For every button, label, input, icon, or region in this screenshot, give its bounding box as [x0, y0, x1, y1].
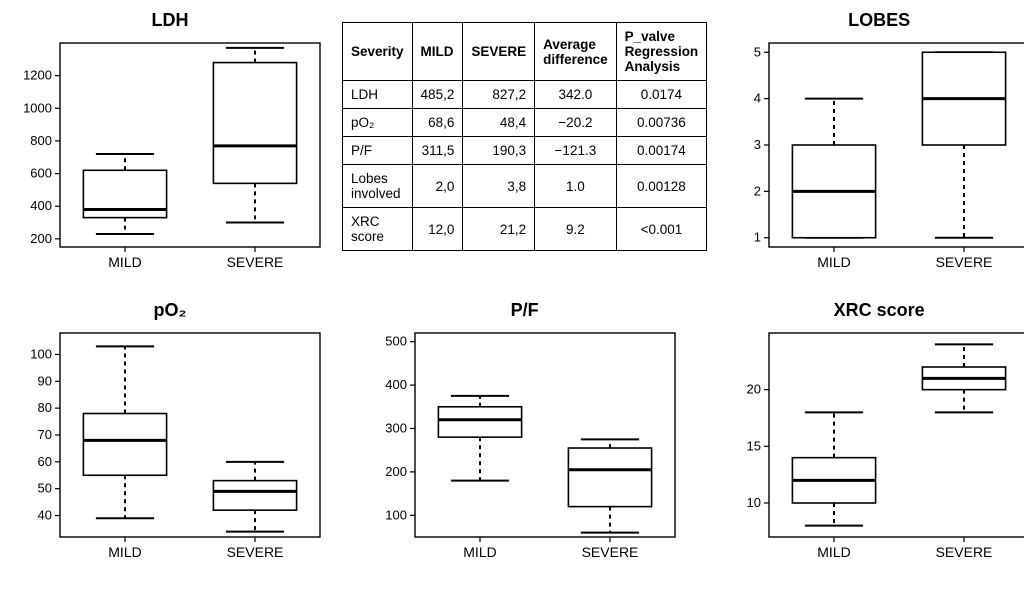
table-cell: <0.001 [616, 208, 707, 251]
svg-text:2: 2 [754, 183, 761, 198]
svg-text:500: 500 [385, 334, 407, 349]
po2-title: pO₂ [154, 300, 187, 321]
svg-text:MILD: MILD [817, 544, 850, 560]
col-severe: SEVERE [463, 23, 535, 81]
svg-text:MILD: MILD [108, 544, 141, 560]
svg-text:90: 90 [38, 373, 52, 388]
xrc-title: XRC score [834, 300, 925, 321]
table-cell: 9.2 [535, 208, 617, 251]
table-row: LDH485,2827,2342.00.0174 [343, 81, 707, 109]
svg-text:10: 10 [747, 495, 761, 510]
svg-text:200: 200 [385, 464, 407, 479]
col-severity: Severity [343, 23, 413, 81]
lobes-chart: 1 2 3 4 5 MILD SEVERE [719, 35, 1024, 275]
svg-text:1000: 1000 [23, 100, 52, 115]
pf-title: P/F [511, 300, 539, 321]
table-cell: 485,2 [412, 81, 463, 109]
pf-chart: 100 200 300 400 500 MILD SEVERE [365, 325, 685, 565]
table-row: P/F311,5190,3−121.30.00174 [343, 137, 707, 165]
svg-text:60: 60 [38, 454, 52, 469]
table-cell: 48,4 [463, 109, 535, 137]
table-cell: 0.00174 [616, 137, 707, 165]
svg-text:SEVERE: SEVERE [227, 544, 284, 560]
table-cell: 1.0 [535, 165, 617, 208]
table-header-row: Severity MILD SEVERE Average difference … [343, 23, 707, 81]
col-mild: MILD [412, 23, 463, 81]
table-row: XRC score12,021,29.2<0.001 [343, 208, 707, 251]
summary-table: Severity MILD SEVERE Average difference … [342, 22, 707, 251]
svg-text:1: 1 [754, 230, 761, 245]
ldh-title: LDH [152, 10, 189, 31]
svg-text:4: 4 [754, 91, 761, 106]
table-cell: 2,0 [412, 165, 463, 208]
ldh-chart: 200 400 600 800 1000 1200 MILD SEVERE [10, 35, 330, 275]
svg-text:70: 70 [38, 427, 52, 442]
table-cell: 827,2 [463, 81, 535, 109]
svg-text:MILD: MILD [108, 254, 141, 270]
table-cell: LDH [343, 81, 413, 109]
col-pvalue: P_valve Regression Analysis [616, 23, 707, 81]
svg-text:MILD: MILD [817, 254, 850, 270]
table-cell: −121.3 [535, 137, 617, 165]
table-cell: 21,2 [463, 208, 535, 251]
lobes-panel: LOBES 1 2 3 4 5 MILD SEVERE [719, 10, 1024, 290]
svg-text:20: 20 [747, 382, 761, 397]
svg-text:SEVERE: SEVERE [936, 544, 993, 560]
svg-text:100: 100 [385, 507, 407, 522]
svg-text:50: 50 [38, 481, 52, 496]
chart-grid: LDH 20040060080010001200MILDSEVERE Sever… [10, 10, 1014, 580]
summary-table-panel: Severity MILD SEVERE Average difference … [342, 10, 707, 290]
table-cell: 68,6 [412, 109, 463, 137]
svg-text:400: 400 [385, 377, 407, 392]
svg-text:400: 400 [30, 198, 52, 213]
table-cell: 342.0 [535, 81, 617, 109]
table-cell: 311,5 [412, 137, 463, 165]
svg-text:100: 100 [30, 346, 52, 361]
col-avgdiff: Average difference [535, 23, 617, 81]
svg-text:5: 5 [754, 44, 761, 59]
table-cell: 0.0174 [616, 81, 707, 109]
po2-panel: pO₂ 40 50 60 70 80 90 100 MILD SEVERE [10, 300, 330, 580]
svg-text:SEVERE: SEVERE [581, 544, 638, 560]
po2-chart: 40 50 60 70 80 90 100 MILD SEVERE [10, 325, 330, 565]
svg-text:3: 3 [754, 137, 761, 152]
svg-text:15: 15 [747, 438, 761, 453]
table-cell: 0.00128 [616, 165, 707, 208]
table-row: pO₂68,648,4−20.20.00736 [343, 109, 707, 137]
table-cell: 0.00736 [616, 109, 707, 137]
svg-text:SEVERE: SEVERE [227, 254, 284, 270]
table-cell: P/F [343, 137, 413, 165]
table-cell: −20.2 [535, 109, 617, 137]
svg-text:600: 600 [30, 166, 52, 181]
table-cell: XRC score [343, 208, 413, 251]
table-cell: pO₂ [343, 109, 413, 137]
table-cell: Lobes involved [343, 165, 413, 208]
pf-panel: P/F 100 200 300 400 500 MILD SEVERE [342, 300, 707, 580]
svg-text:SEVERE: SEVERE [936, 254, 993, 270]
table-cell: 190,3 [463, 137, 535, 165]
table-cell: 12,0 [412, 208, 463, 251]
table-body: LDH485,2827,2342.00.0174pO₂68,648,4−20.2… [343, 81, 707, 251]
lobes-title: LOBES [848, 10, 910, 31]
svg-text:300: 300 [385, 420, 407, 435]
svg-text:200: 200 [30, 231, 52, 246]
ldh-panel: LDH 200 400 600 800 1000 1200 MILD SEVERE [10, 10, 330, 290]
svg-text:40: 40 [38, 508, 52, 523]
svg-text:1200: 1200 [23, 68, 52, 83]
svg-text:800: 800 [30, 133, 52, 148]
svg-text:80: 80 [38, 400, 52, 415]
xrc-panel: XRC score 10 15 20 MILD SEVERE [719, 300, 1024, 580]
table-row: Lobes involved2,03,81.00.00128 [343, 165, 707, 208]
svg-text:MILD: MILD [463, 544, 496, 560]
xrc-chart: 10 15 20 MILD SEVERE [719, 325, 1024, 565]
table-cell: 3,8 [463, 165, 535, 208]
